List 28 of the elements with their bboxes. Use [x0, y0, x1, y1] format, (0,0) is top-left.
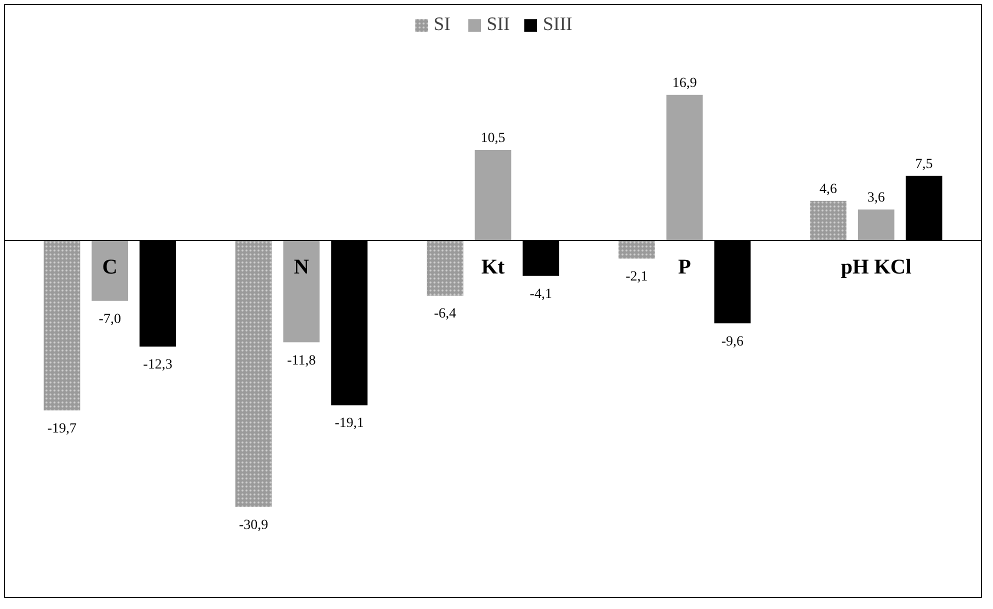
data-label: -30,9 [238, 518, 268, 533]
bar [666, 94, 703, 241]
data-label: 4,6 [819, 182, 837, 197]
data-label: -19,7 [47, 421, 77, 436]
data-label: 16,9 [672, 76, 697, 91]
x-tick-label: pH KCl [840, 254, 912, 279]
x-tick-label: C [102, 254, 118, 279]
x-tick-label: N [294, 254, 310, 279]
data-label: 7,5 [915, 156, 933, 172]
data-label: 3,6 [867, 190, 885, 206]
legend-label: SIII [542, 14, 572, 36]
legend-label: SI [434, 14, 452, 36]
data-label: -6,4 [434, 306, 456, 322]
data-label: -4,1 [530, 286, 552, 302]
bar [474, 150, 512, 241]
bar [858, 209, 894, 241]
data-label: -7,0 [98, 312, 121, 327]
bar [283, 240, 320, 342]
x-tick-label: Kt [481, 254, 505, 279]
legend-label: SII [486, 14, 510, 36]
data-label: -9,6 [721, 334, 744, 350]
data-label: -19,1 [334, 416, 364, 432]
data-label: 10,5 [480, 131, 506, 146]
x-tick-label: P [678, 254, 692, 279]
data-label: -11,8 [287, 353, 316, 368]
bar [92, 240, 128, 301]
data-label: -12,3 [143, 358, 172, 373]
data-label: -2,1 [626, 270, 648, 285]
